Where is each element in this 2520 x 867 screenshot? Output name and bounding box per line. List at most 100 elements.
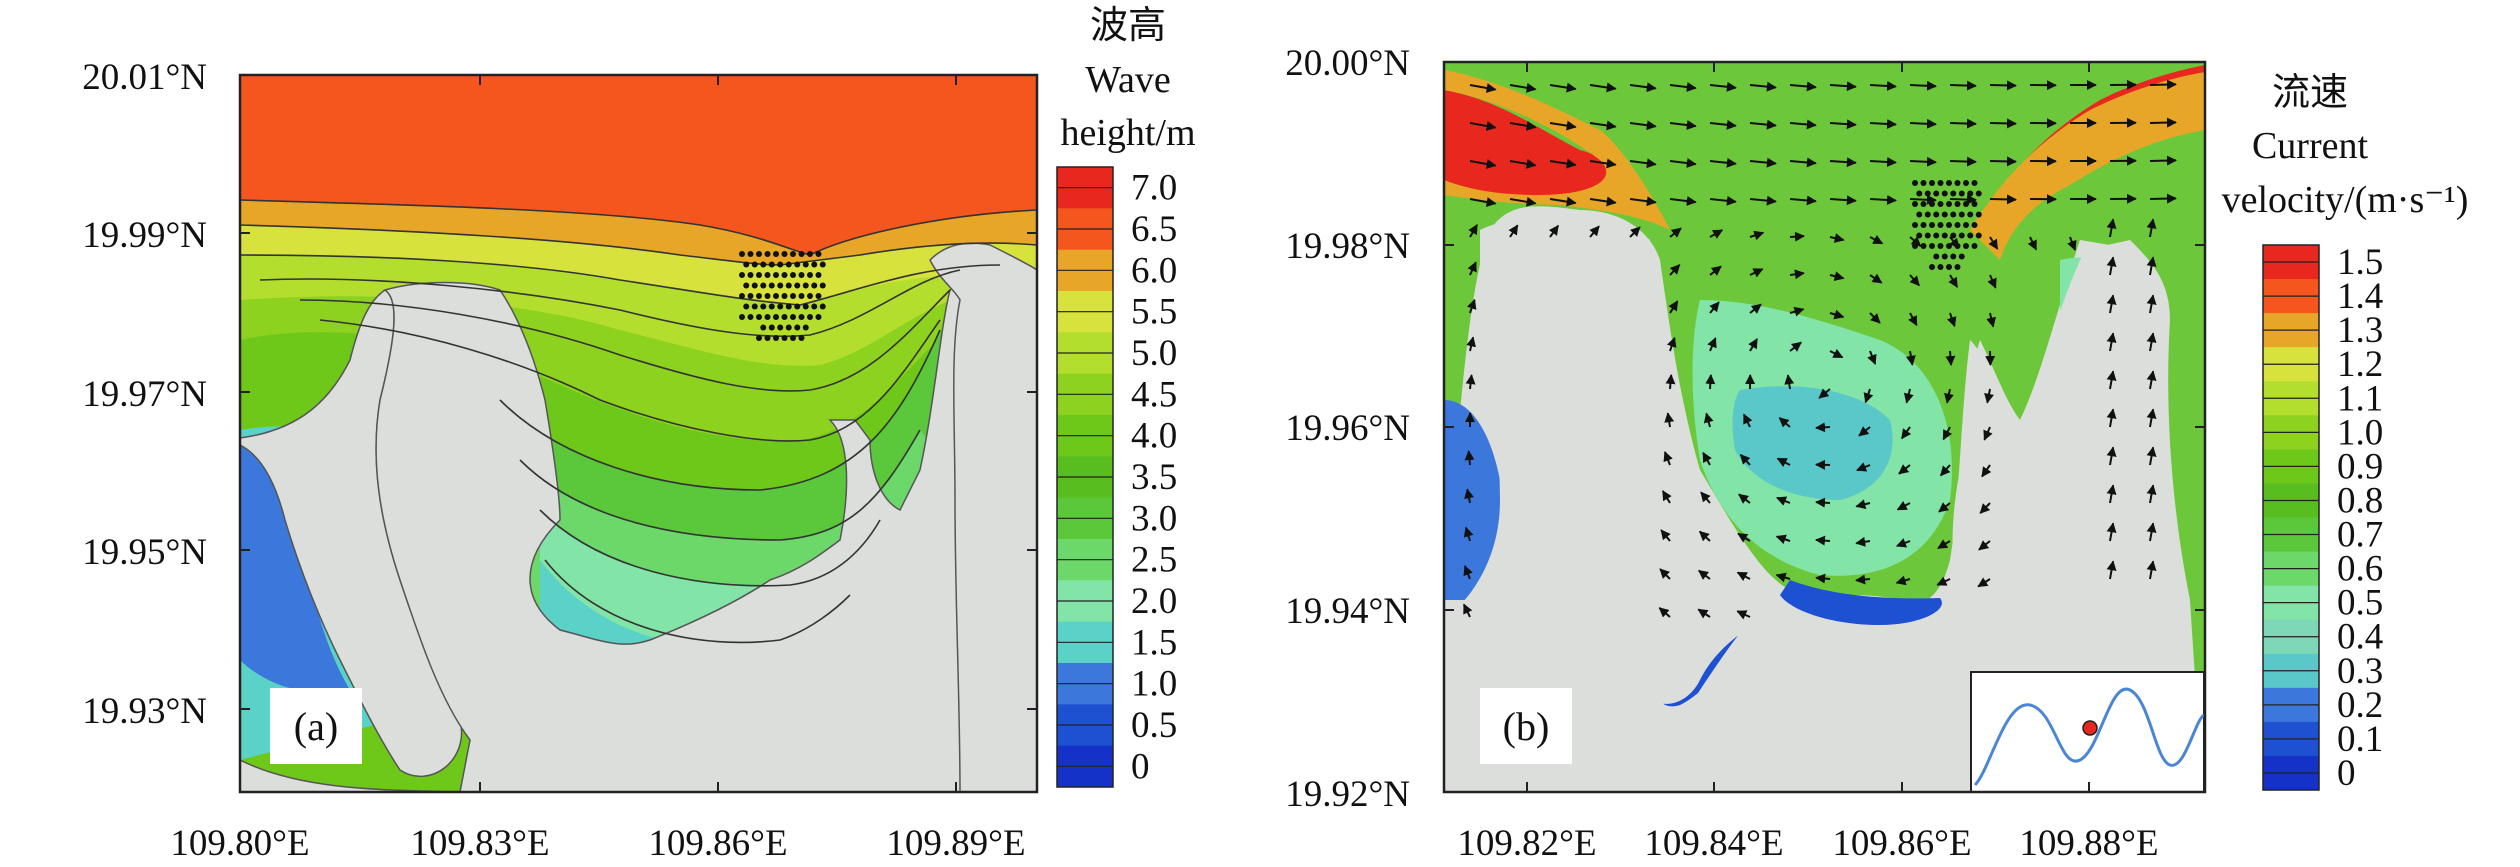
b-turbine-27 — [1941, 211, 1948, 218]
a-turbine-14 — [777, 261, 784, 268]
current-vector-178 — [1775, 534, 1791, 545]
current-vector-12 — [1949, 80, 1977, 91]
a-turbine-78 — [773, 335, 779, 341]
jet-northeast-rim — [1970, 72, 2205, 260]
a-turbine-64 — [773, 314, 779, 320]
a-cbar-label-14: 0 — [1131, 746, 1150, 787]
current-vector-104 — [1709, 301, 1720, 314]
b-turbine-29 — [1958, 211, 1965, 218]
b-cbar-label-13: 0.2 — [2337, 685, 2383, 726]
a-turbine-73 — [785, 324, 792, 331]
current-vector-156 — [1856, 462, 1871, 472]
a-turbine-13 — [768, 261, 775, 268]
current-vector-125 — [2146, 332, 2157, 352]
current-vector-21 — [1589, 120, 1617, 131]
current-vector-109 — [1908, 312, 1918, 327]
current-vector-197 — [2146, 560, 2157, 580]
panel-a-central-headland — [240, 265, 1037, 792]
current-vector-19 — [1509, 120, 1537, 131]
a-turbine-38 — [811, 282, 818, 289]
panel-b-current-velocity-map: 20.00°N 19.98°N 19.96°N 19.94°N 19.92°N … — [1285, 43, 2468, 864]
a-cbar-label-1: 6.5 — [1131, 209, 1177, 250]
a-turbine-5 — [781, 251, 788, 257]
a-cbar-label-0: 7.0 — [1131, 168, 1177, 209]
current-vector-67 — [1989, 194, 2017, 205]
a-turbine-29 — [815, 272, 822, 278]
a-turbine-43 — [764, 293, 771, 299]
current-vector-17 — [2149, 79, 2177, 90]
current-vector-193 — [1895, 575, 1911, 586]
current-vector-71 — [2149, 193, 2177, 204]
panel-b-label: (b) — [1503, 704, 1550, 749]
a-turbine-63 — [764, 314, 771, 320]
current-vector-61 — [1749, 195, 1777, 206]
current-vector-2 — [1549, 82, 1577, 93]
b-turbine-16 — [1912, 201, 1918, 207]
current-vector-88 — [2106, 218, 2117, 238]
current-vector-85 — [1988, 236, 1999, 250]
a-turbine-71 — [768, 324, 775, 331]
b-turbine-56 — [1933, 253, 1940, 260]
a-turbine-0 — [739, 251, 745, 257]
current-vector-96 — [1869, 273, 1883, 284]
a-turbine-45 — [781, 293, 788, 299]
current-vector-20 — [1549, 120, 1577, 131]
current-vector-81 — [1829, 233, 1845, 243]
panel-b-south-land — [1640, 240, 2205, 792]
a-turbine-79 — [781, 335, 788, 341]
a-cbar-label-11: 1.5 — [1131, 622, 1177, 663]
current-vector-175 — [1660, 529, 1671, 542]
a-turbine-52 — [760, 303, 767, 310]
a-turbine-27 — [798, 272, 805, 278]
a-turbine-70 — [760, 324, 767, 331]
b-lat-tick-3: 19.94°N — [1285, 591, 1410, 632]
b-cbar-title-en-1: Current — [2252, 125, 2369, 167]
current-vector-154 — [1776, 457, 1791, 468]
a-turbine-20 — [739, 272, 745, 278]
current-vector-4 — [1629, 82, 1657, 93]
a-turbine-69 — [815, 314, 822, 320]
current-vector-56 — [1549, 196, 1577, 207]
b-turbine-58 — [1950, 253, 1957, 260]
current-vector-174 — [1463, 526, 1474, 542]
current-vector-72 — [1468, 224, 1478, 238]
current-vector-98 — [1948, 274, 1959, 288]
current-vector-62 — [1789, 195, 1817, 206]
current-vector-169 — [1896, 500, 1911, 511]
panel-a-colorbar: 波高 Wave height/m 7.06.56.05.55.04.54.03.… — [1056, 5, 1196, 788]
current-vector-60 — [1709, 195, 1737, 206]
a-turbine-37 — [802, 282, 809, 289]
b-turbine-38 — [1963, 222, 1969, 228]
a-turbine-28 — [807, 272, 813, 278]
current-vector-130 — [1784, 374, 1795, 390]
tide-phase-marker — [2082, 720, 2098, 736]
current-vector-114 — [1466, 336, 1476, 352]
a-turbine-34 — [777, 282, 784, 289]
current-vector-46 — [1869, 156, 1897, 167]
a-turbine-23 — [764, 272, 771, 278]
current-vector-43 — [1749, 157, 1777, 168]
a-turbine-3 — [764, 251, 771, 257]
b-cbar-label-15: 0 — [2337, 753, 2356, 794]
current-vector-54 — [1469, 197, 1497, 207]
current-vector-163 — [1661, 490, 1672, 504]
current-vector-131 — [1818, 388, 1831, 399]
current-vector-199 — [1658, 607, 1671, 618]
current-vector-37 — [1509, 158, 1537, 169]
current-vector-162 — [1464, 488, 1474, 504]
b-turbine-24 — [1916, 211, 1923, 218]
current-vector-78 — [1709, 229, 1724, 239]
b-turbine-31 — [1975, 211, 1982, 218]
a-turbine-4 — [773, 251, 779, 257]
current-vector-106 — [1789, 306, 1805, 317]
b-turbine-61 — [1937, 264, 1944, 270]
panel-a-turbine-array — [739, 251, 826, 341]
b-lon-tick-1: 109.84°E — [1644, 823, 1783, 864]
a-turbine-77 — [764, 335, 771, 341]
current-vector-188 — [1698, 569, 1711, 580]
a-turbine-48 — [807, 293, 813, 299]
current-vector-117 — [1748, 338, 1758, 352]
current-vector-182 — [1937, 539, 1951, 550]
a-lat-tick-4: 19.93°N — [82, 691, 207, 732]
panel-a-frame — [238, 73, 1039, 794]
